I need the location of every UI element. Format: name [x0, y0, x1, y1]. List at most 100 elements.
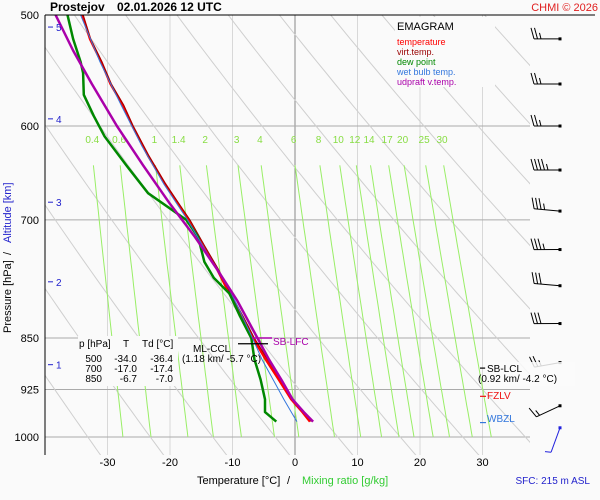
legend-item-wet-bulb: wet bulb temp. [396, 67, 456, 77]
mixing-ratio-line [260, 165, 300, 438]
mixing-ratio-line [319, 165, 362, 438]
legend-item-virt-temp: virt.temp. [397, 47, 434, 57]
legend-item-dew-point: dew point [397, 57, 436, 67]
table-background [78, 336, 178, 386]
wind-barb-station-dot [558, 168, 562, 172]
wind-barb-feather [530, 312, 535, 324]
wind-barb-feather [537, 158, 542, 171]
wind-barb-station-dot [558, 124, 562, 128]
temperature-tick-label: -10 [225, 457, 241, 469]
wind-barb-feather [534, 72, 538, 85]
wbzl-label: WBZL [487, 414, 515, 425]
wind-barb-station-dot [558, 404, 562, 408]
temperature-tick-label: 10 [351, 457, 363, 469]
temperature-tick-label: 30 [476, 457, 488, 469]
mixing-ratio-layer: 0.4 0.6 1 1.4 2 3 4 6 8 10 12 14 17 20 25 30 [85, 135, 492, 438]
altitude-tick-label: 1 [56, 361, 62, 372]
sb-lcl-label: SB-LCL [487, 364, 522, 375]
mixing-ratio-line [339, 165, 383, 438]
wind-barb-feather [534, 238, 538, 250]
ml-ccl-value: (1.18 km/ -5.7 °C) [182, 354, 261, 365]
mixing-ratio-line [294, 165, 335, 438]
wind-barb-staff [534, 283, 561, 287]
wind-barb [531, 272, 562, 288]
table-cell-t: -17.0 [114, 364, 137, 375]
pressure-tick-label: 500 [21, 10, 39, 22]
wind-barb-station-dot [558, 284, 562, 288]
mixing-ratio-label: 8 [316, 135, 322, 146]
wind-barb-feather [534, 27, 538, 40]
datetime-title: 02.01.2026 12 UTC [117, 0, 222, 14]
dry-adiabat-line [279, 15, 530, 310]
dry-adiabat-line [45, 46, 354, 455]
wind-barb-feather [534, 158, 538, 171]
ml-ccl-label: ML-CCL [193, 344, 231, 355]
legend-item-temperature: temperature [397, 37, 446, 47]
wind-barb-feather [541, 158, 545, 171]
wind-barb [531, 197, 562, 213]
mixing-ratio-label: 30 [436, 135, 448, 146]
fzlv-label: FZLV [487, 391, 511, 402]
legend-background [395, 17, 495, 87]
annotations: SB-LFC ML-CCL (1.18 km/ -5.7 °C) SB-LCL … [182, 337, 590, 487]
temperature-tick-label: 20 [414, 457, 426, 469]
wind-barb-half-feather [543, 203, 546, 210]
mixing-ratio-label: 2 [202, 135, 208, 146]
wind-barb-feather [530, 27, 535, 40]
sfc-label: SFC: 215 m ASL [516, 476, 591, 487]
dry-adiabat-line [227, 15, 530, 376]
temperature-tick-label: 0 [292, 457, 298, 469]
sb-lfc-label: SB-LFC [273, 337, 309, 348]
wind-barb-feather [530, 238, 535, 250]
pressure-tick-label: 850 [21, 333, 39, 345]
legend-item-updraft-vtemp: udpraft v.temp. [397, 77, 456, 87]
mixing-ratio-line [403, 165, 450, 438]
altitude-tick-label: 5 [56, 23, 62, 34]
wind-barb-station-dot [558, 209, 562, 213]
mixing-ratio-label: 20 [397, 135, 409, 146]
y-axis-label-pressure: Pressure [hPa] [2, 260, 14, 333]
mixing-ratio-line [443, 165, 492, 438]
altitude-tick-label: 4 [56, 115, 62, 126]
wind-barb-staff [534, 208, 561, 212]
pressure-tick-label: 600 [21, 121, 39, 133]
mixing-ratio-line [155, 165, 189, 438]
x-axis-label-temperature: Temperature [°C] [197, 475, 280, 487]
wind-barb-feather [530, 114, 535, 127]
dry-adiabat-line [45, 123, 291, 455]
wind-barb [530, 238, 562, 252]
temperature-tick-label: -20 [162, 457, 178, 469]
wind-barb-feather [534, 114, 538, 127]
mixing-ratio-label: 10 [333, 135, 345, 146]
wind-barb-feather [530, 158, 535, 171]
table-cell-p: 850 [85, 374, 102, 385]
dry-adiabat-line [330, 15, 530, 247]
table-row: 500 -34.0 -36.4 [85, 354, 173, 365]
wind-barb-feather [535, 197, 539, 210]
wind-barb-half-feather [535, 410, 540, 416]
mixing-ratio-line [92, 165, 124, 438]
mixing-ratio-line [205, 165, 242, 438]
legend-title: EMAGRAM [397, 21, 454, 33]
wind-barb-feather [534, 312, 538, 324]
wind-barb [530, 312, 562, 326]
table-cell-p: 700 [85, 364, 102, 375]
dry-adiabat-line [432, 15, 530, 125]
wind-barb [544, 426, 562, 453]
mixing-ratio-line [119, 165, 152, 438]
mixing-ratio-label: 0.4 [85, 135, 99, 146]
dry-adiabat-line [125, 15, 480, 455]
x-axis-separator: / [287, 475, 291, 487]
wind-barb-station-dot [558, 82, 562, 86]
mixing-ratio-label: 1 [152, 135, 158, 146]
mixing-ratio-line [425, 165, 473, 438]
wind-barb-station-dot [558, 248, 562, 252]
wind-barb-feather [535, 272, 539, 284]
series-line-udpraft-v-temp [54, 15, 314, 423]
pressure-tick-label: 700 [21, 215, 39, 227]
wind-barb-feather [537, 312, 542, 324]
mixing-ratio-label: 4 [257, 135, 263, 146]
wind-barb-feather [530, 72, 535, 85]
